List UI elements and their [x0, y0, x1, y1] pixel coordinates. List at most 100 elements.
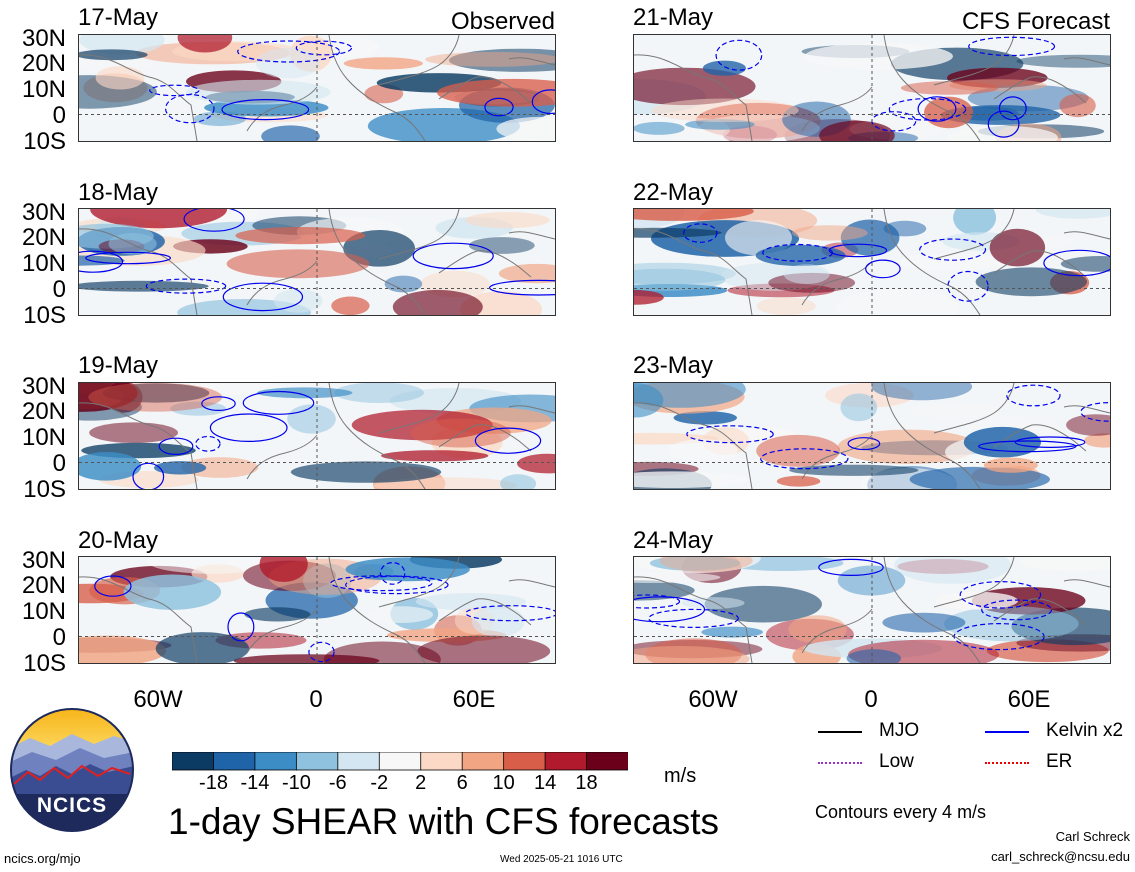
- shear-blob: [437, 78, 555, 107]
- kelvin-contour: [149, 84, 200, 97]
- shear-blob: [226, 249, 370, 279]
- shear-blob: [704, 585, 822, 623]
- shear-blob: [651, 98, 799, 123]
- kelvin-contour: [209, 413, 288, 442]
- kelvin-contour: [330, 575, 433, 592]
- coastline: [508, 579, 555, 588]
- coastline: [993, 250, 1087, 278]
- shear-blob: [79, 383, 138, 412]
- kelvin-contour: [237, 40, 341, 63]
- panel-date-2: 18-May: [78, 179, 159, 206]
- shear-blob: [193, 111, 247, 127]
- legend-line-low: [818, 762, 862, 764]
- shear-blob: [1016, 54, 1110, 68]
- shear-blob: [685, 119, 755, 130]
- legend-label-kelvin: Kelvin x2: [1046, 720, 1124, 741]
- kelvin-contour: [158, 437, 194, 455]
- coastline: [933, 383, 1015, 434]
- kelvin-contour: [919, 238, 987, 261]
- shear-blob: [471, 605, 525, 637]
- kelvin-contour: [222, 282, 304, 312]
- shear-blob: [1066, 414, 1110, 436]
- coastline: [634, 228, 753, 315]
- kelvin-contour: [634, 596, 706, 623]
- kelvin-contour: [683, 223, 718, 243]
- kelvin-contour: [998, 96, 1027, 121]
- shear-blob: [331, 296, 370, 315]
- coastline: [378, 383, 460, 434]
- colorbar-unit: m/s: [664, 765, 697, 787]
- lat-0: 0: [52, 102, 66, 129]
- lat-30n: 30N: [21, 547, 66, 574]
- shear-blob: [90, 209, 228, 229]
- colorbar-swatches: [172, 752, 628, 771]
- lon-0: 0: [309, 686, 323, 713]
- coastline: [378, 35, 460, 86]
- shear-blob: [882, 612, 966, 633]
- colorbar-tick-label: 6: [456, 772, 468, 794]
- lat-20n: 20N: [21, 224, 66, 251]
- shear-map: [79, 209, 555, 315]
- shear-blob: [756, 297, 816, 315]
- colorbar-swatch: [503, 752, 546, 771]
- footer-url: ncics.org/mjo: [4, 851, 81, 866]
- kelvin-contour: [828, 243, 888, 258]
- shear-blob: [756, 434, 840, 467]
- lat-20n: 20N: [21, 50, 66, 77]
- shear-blob: [496, 116, 555, 141]
- kelvin-contour: [132, 462, 165, 489]
- kelvin-contour: [865, 259, 901, 279]
- legend-label-er: ER: [1046, 751, 1073, 772]
- shear-blob: [947, 125, 1058, 141]
- lon-0: 0: [864, 686, 878, 713]
- coastline: [933, 209, 1015, 260]
- coastline: [508, 231, 555, 240]
- panel-date-8: 24-May: [633, 527, 714, 554]
- kelvin-contour: [412, 242, 494, 270]
- colorbar-swatch: [337, 752, 381, 771]
- colorbar-tick-label: -2: [370, 772, 389, 794]
- coastline: [1063, 231, 1110, 240]
- shear-blob: [500, 474, 537, 489]
- kelvin-contour: [1006, 384, 1061, 407]
- lat-30n: 30N: [21, 373, 66, 400]
- shear-blob: [381, 450, 489, 462]
- colorbar-swatch: [172, 752, 215, 771]
- shear-blob: [846, 649, 901, 663]
- colorbar-swatch: [378, 752, 422, 771]
- coastline: [883, 557, 981, 663]
- shear-blob: [634, 67, 756, 106]
- lon-60w: 60W: [133, 686, 183, 713]
- coastline: [79, 54, 198, 141]
- map-panel-fc-2: [633, 208, 1111, 316]
- coastline: [328, 383, 426, 489]
- shear-blob: [351, 409, 493, 441]
- shear-blob: [659, 557, 753, 572]
- shear-blob: [634, 268, 726, 291]
- shear-blob: [95, 66, 145, 90]
- shear-blob: [894, 253, 1005, 271]
- colorbar-swatch: [461, 752, 505, 771]
- coastline: [246, 608, 318, 654]
- lat-20n: 20N: [21, 572, 66, 599]
- shear-map: [634, 557, 1110, 663]
- colorbar-swatch: [420, 752, 464, 771]
- shear-blob: [935, 591, 1018, 610]
- kelvin-contour: [242, 390, 315, 415]
- map-panel-obs-4: [78, 556, 556, 664]
- kelvin-contour: [201, 396, 236, 412]
- lat-10n: 10N: [21, 250, 66, 277]
- colorbar-swatch: [544, 752, 588, 771]
- ncics-logo-graphic: [10, 708, 134, 832]
- coastline: [328, 35, 426, 141]
- shear-blob: [783, 264, 830, 284]
- shear-blob: [154, 461, 207, 475]
- kelvin-contour: [648, 608, 739, 629]
- lat-10n: 10N: [21, 424, 66, 451]
- lat-30n: 30N: [21, 25, 66, 52]
- kelvin-contour: [295, 40, 353, 56]
- shear-blob: [792, 225, 868, 241]
- kelvin-contour: [760, 448, 849, 470]
- kelvin-contour: [79, 250, 124, 273]
- legend-label-low: Low: [879, 751, 914, 772]
